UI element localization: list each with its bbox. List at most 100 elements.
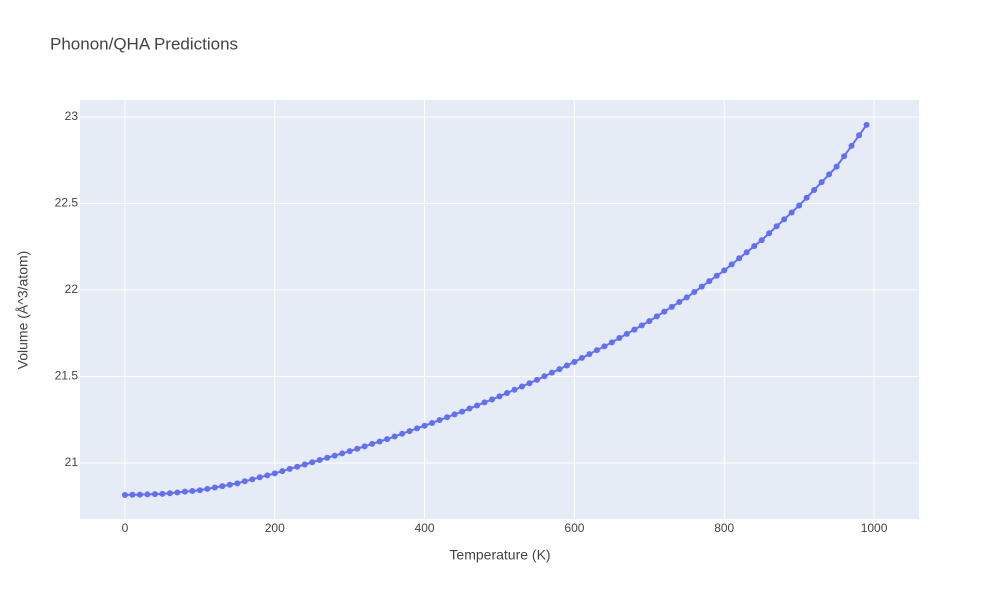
marker xyxy=(346,448,353,455)
marker xyxy=(556,366,563,373)
y-tick-label: 21.5 xyxy=(55,369,79,383)
marker xyxy=(481,399,488,406)
marker xyxy=(294,463,301,470)
marker xyxy=(833,163,840,170)
marker xyxy=(286,465,293,472)
marker xyxy=(309,459,316,466)
marker xyxy=(796,202,803,209)
marker xyxy=(706,278,713,285)
marker xyxy=(856,132,863,139)
x-axis-title: Temperature (K) xyxy=(449,547,550,563)
marker xyxy=(121,491,128,498)
marker xyxy=(129,491,136,498)
chart-title: Phonon/QHA Predictions xyxy=(50,34,238,53)
x-tick-label: 1000 xyxy=(861,521,888,535)
marker xyxy=(391,433,398,440)
marker xyxy=(518,383,525,390)
marker xyxy=(174,489,181,496)
marker xyxy=(571,358,578,365)
marker xyxy=(638,322,645,329)
marker xyxy=(751,243,758,250)
marker xyxy=(661,308,668,315)
marker xyxy=(474,402,481,409)
marker xyxy=(563,362,570,369)
marker xyxy=(758,237,765,244)
marker xyxy=(466,405,473,412)
marker xyxy=(324,454,331,461)
marker xyxy=(166,490,173,497)
marker xyxy=(429,419,436,426)
marker xyxy=(721,267,728,274)
marker xyxy=(541,373,548,380)
marker xyxy=(211,484,218,491)
marker xyxy=(256,474,263,481)
x-tick-label: 800 xyxy=(714,521,734,535)
marker xyxy=(593,347,600,354)
marker xyxy=(848,142,855,149)
x-tick-label: 200 xyxy=(265,521,285,535)
marker xyxy=(376,438,383,445)
x-tick-label: 400 xyxy=(415,521,435,535)
marker xyxy=(773,223,780,230)
marker xyxy=(136,491,143,498)
marker xyxy=(766,230,773,237)
y-tick-label: 21 xyxy=(65,455,79,469)
marker xyxy=(339,450,346,457)
marker xyxy=(691,289,698,296)
marker xyxy=(683,294,690,301)
marker xyxy=(421,422,428,429)
marker xyxy=(608,339,615,346)
marker xyxy=(578,354,585,361)
marker xyxy=(234,480,241,487)
marker xyxy=(189,487,196,494)
marker xyxy=(533,376,540,383)
marker xyxy=(264,472,271,479)
marker xyxy=(399,430,406,437)
marker xyxy=(788,209,795,216)
marker xyxy=(204,485,211,492)
marker xyxy=(249,476,256,483)
marker xyxy=(451,411,458,418)
marker xyxy=(743,249,750,256)
marker xyxy=(698,283,705,290)
marker xyxy=(151,491,158,498)
marker xyxy=(728,261,735,268)
marker xyxy=(181,488,188,495)
marker xyxy=(196,487,203,494)
marker xyxy=(803,194,810,201)
marker xyxy=(361,443,368,450)
marker xyxy=(653,313,660,320)
marker xyxy=(369,440,376,447)
marker xyxy=(503,390,510,397)
x-tick-label: 600 xyxy=(564,521,584,535)
marker xyxy=(301,461,308,468)
marker xyxy=(526,380,533,387)
marker xyxy=(226,481,233,488)
marker xyxy=(601,343,608,350)
marker xyxy=(496,393,503,400)
marker xyxy=(279,468,286,475)
x-tick-label: 0 xyxy=(122,521,129,535)
marker xyxy=(459,408,466,415)
y-axis-title: Volume (Å^3/atom) xyxy=(15,251,31,370)
marker xyxy=(818,179,825,186)
marker xyxy=(811,186,818,193)
y-tick-label: 22 xyxy=(65,282,79,296)
marker xyxy=(841,153,848,160)
marker xyxy=(436,417,443,424)
marker xyxy=(713,272,720,279)
marker xyxy=(616,335,623,342)
marker xyxy=(331,452,338,459)
marker xyxy=(676,299,683,306)
marker xyxy=(241,478,248,485)
marker xyxy=(354,445,361,452)
marker xyxy=(668,303,675,310)
marker xyxy=(489,396,496,403)
marker xyxy=(826,171,833,178)
marker xyxy=(781,216,788,223)
marker xyxy=(548,369,555,376)
marker xyxy=(631,326,638,333)
marker xyxy=(444,414,451,421)
marker xyxy=(414,425,421,432)
